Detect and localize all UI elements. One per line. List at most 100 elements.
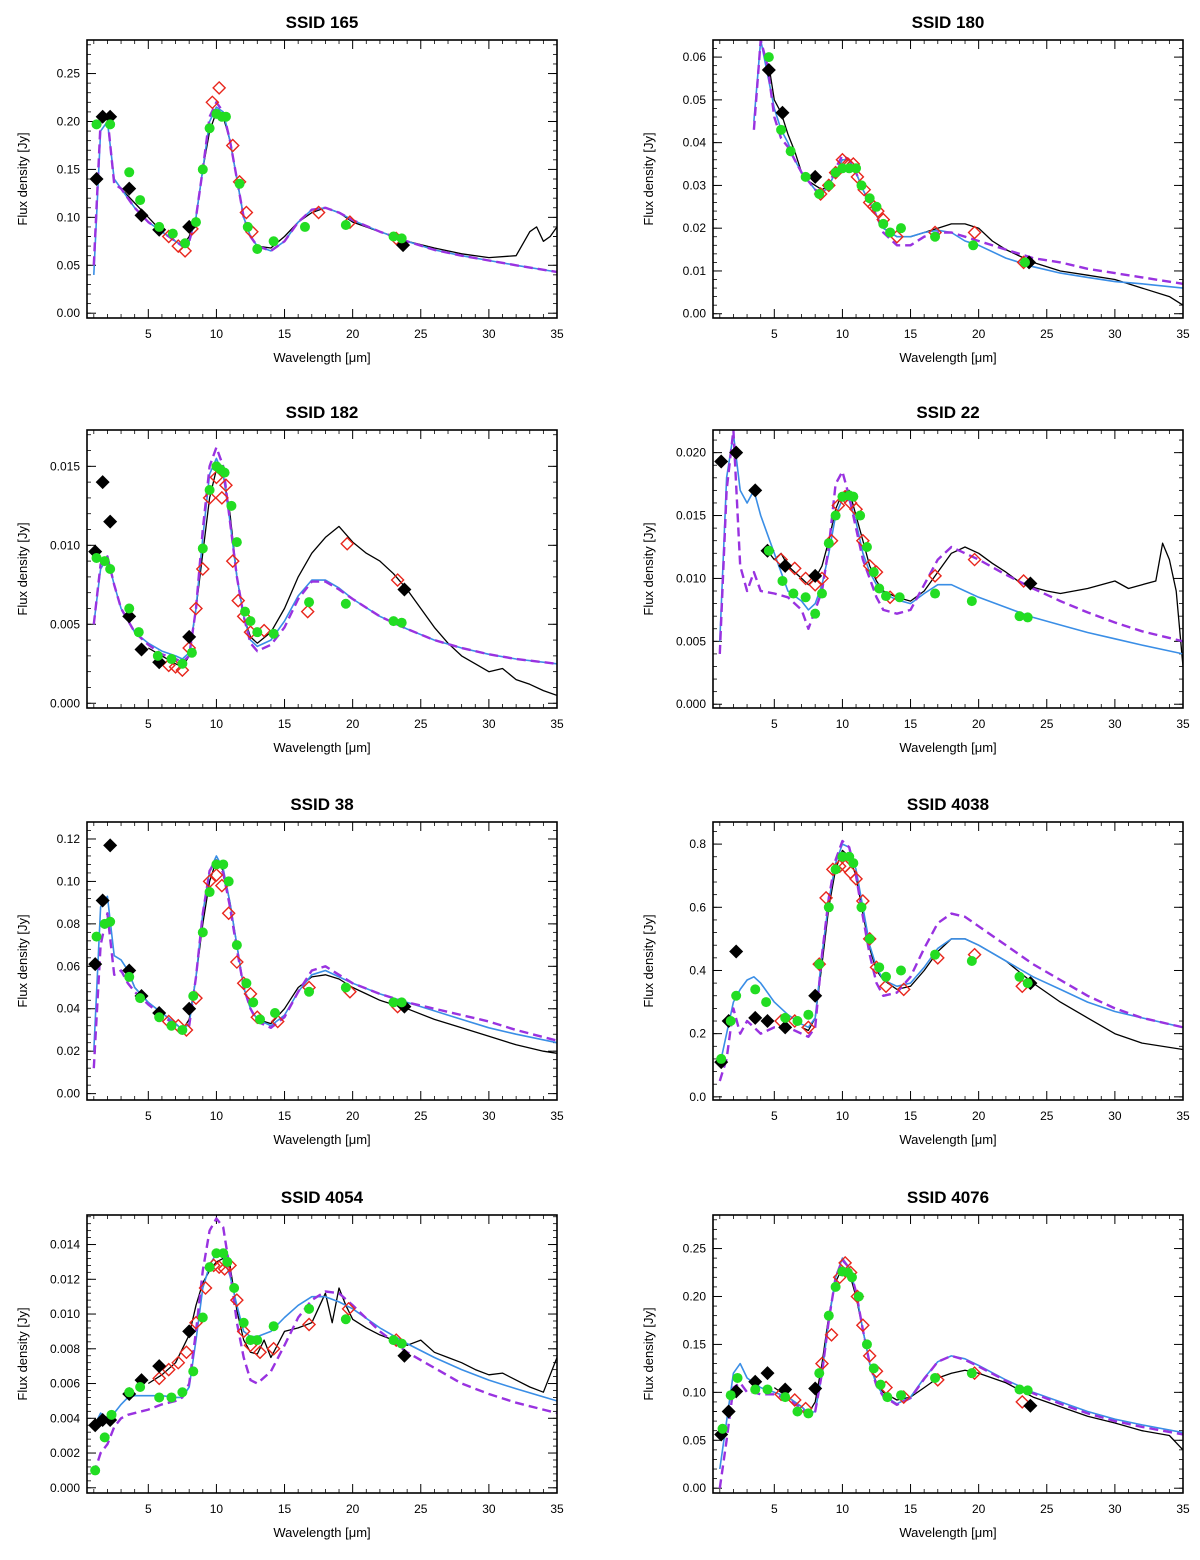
green-point [124,971,135,982]
y-tick-label: 0.02 [57,1044,81,1058]
open-diamond-point [270,1014,285,1029]
x-tick-label: 30 [1108,1109,1122,1123]
y-tick-label: 0.010 [50,538,80,552]
green-point [930,588,941,599]
open-diamond-point [239,205,254,220]
y-tick-label: 0.03 [683,178,707,192]
plot-area [88,1217,557,1476]
panel-ssid-165: SSID 165 5 10 15 20 25 30 35 0.00 0.05 0.10 0.15 0.2… [15,13,564,365]
green-point [229,1282,240,1293]
plot-frame [712,821,1184,1101]
open-diamond-point [390,573,405,588]
green-point [396,1338,407,1349]
green-point [762,1384,773,1395]
photometry-point [721,1404,736,1419]
green-point [780,1012,791,1023]
green-point [856,180,867,191]
green-point [968,240,979,251]
black-line-series [120,111,557,259]
x-tick-label: 30 [1108,327,1122,341]
green-point [1022,978,1033,989]
x-tick-label: 20 [972,717,986,731]
x-tick-label: 35 [1176,1109,1190,1123]
photometry-point [714,454,729,469]
open-diamond-point [824,1327,839,1342]
green-point [776,124,787,135]
open-diamond-point [896,982,911,997]
panel-title: SSID 4038 [907,795,989,814]
green-point [853,1291,864,1302]
open-diamond-point [928,568,943,583]
panel-ssid-182: SSID 182 5 10 15 20 25 30 35 0.000 0.005 0.010 0.01… [15,403,564,755]
y-tick-label: 0.0 [689,1090,706,1104]
green-point [252,627,263,638]
photometry-point [748,483,763,498]
green-point [830,1281,841,1292]
blue-line-series [719,843,1183,1066]
x-tick-label: 5 [771,1109,778,1123]
x-tick-label: 35 [1176,717,1190,731]
plot-area [714,430,1183,667]
green-point [823,180,834,191]
plot-frame [86,39,558,319]
green-point [105,564,116,574]
y-axis-label: Flux density [Jy] [641,1307,656,1400]
y-axis-label: Flux density [Jy] [641,914,656,1007]
green-point [388,231,399,242]
x-tick-label: 35 [1176,327,1190,341]
panel-ssid-4038: SSID 4038 5 10 15 20 25 30 35 0.0 0.2 0.4 0.6 0.8 Wav… [641,795,1190,1147]
x-tick-label: 15 [278,717,292,731]
y-tick-label: 0.006 [50,1377,80,1391]
y-tick-label: 0.005 [50,617,80,631]
green-point [304,1303,315,1314]
panel-ssid-180: SSID 180 5 10 15 20 25 30 35 0.00 0.01 0.02 0.03 0.0… [641,13,1190,365]
x-tick-label: 10 [836,327,850,341]
green-point [896,1390,906,1401]
green-point [154,1392,165,1403]
y-tick-label: 0.20 [57,114,81,128]
green-point [248,997,259,1008]
green-point [830,864,841,875]
green-point [167,228,178,239]
x-axis-label: Wavelength [μm] [273,740,370,755]
open-diamond-point [231,593,246,608]
green-point [241,978,252,989]
open-diamond-point [161,1362,176,1377]
x-tick-label: 10 [210,1502,224,1516]
blue-line-series [93,106,557,275]
green-point [868,567,879,578]
green-point [218,859,229,870]
purple-dashed-series [718,839,1183,1082]
y-tick-label: 0.020 [676,446,706,460]
y-tick-label: 0.000 [676,697,706,711]
purple-dashed-series [92,1217,557,1475]
green-point [234,178,245,189]
purple-dashed-series [718,430,1183,654]
x-tick-label: 10 [836,1109,850,1123]
panel-ssid-4054: SSID 4054 5 10 15 20 25 30 35 0.000 0.002 0.004 0.0… [15,1188,564,1540]
green-point [268,1321,279,1332]
green-point [896,965,906,976]
green-point [166,1392,177,1403]
green-point [105,916,116,927]
y-tick-label: 0.10 [57,874,81,888]
panel-title: SSID 4076 [907,1188,989,1207]
green-point [154,1012,165,1023]
green-point [803,1009,814,1020]
green-point [810,608,821,619]
green-point [270,1007,280,1018]
open-diamond-point [311,205,326,220]
y-tick-label: 0.4 [689,963,706,977]
green-point [966,956,977,966]
green-point [242,221,253,232]
x-tick-label: 35 [550,1109,564,1123]
x-tick-label: 25 [414,717,428,731]
x-tick-label: 25 [1040,1109,1054,1123]
green-point [90,1465,101,1476]
photometry-point [808,568,823,583]
green-point [396,233,407,244]
green-point [814,959,825,970]
green-point [396,617,407,628]
photometry-point [95,1413,110,1428]
photometry-point [397,582,412,597]
